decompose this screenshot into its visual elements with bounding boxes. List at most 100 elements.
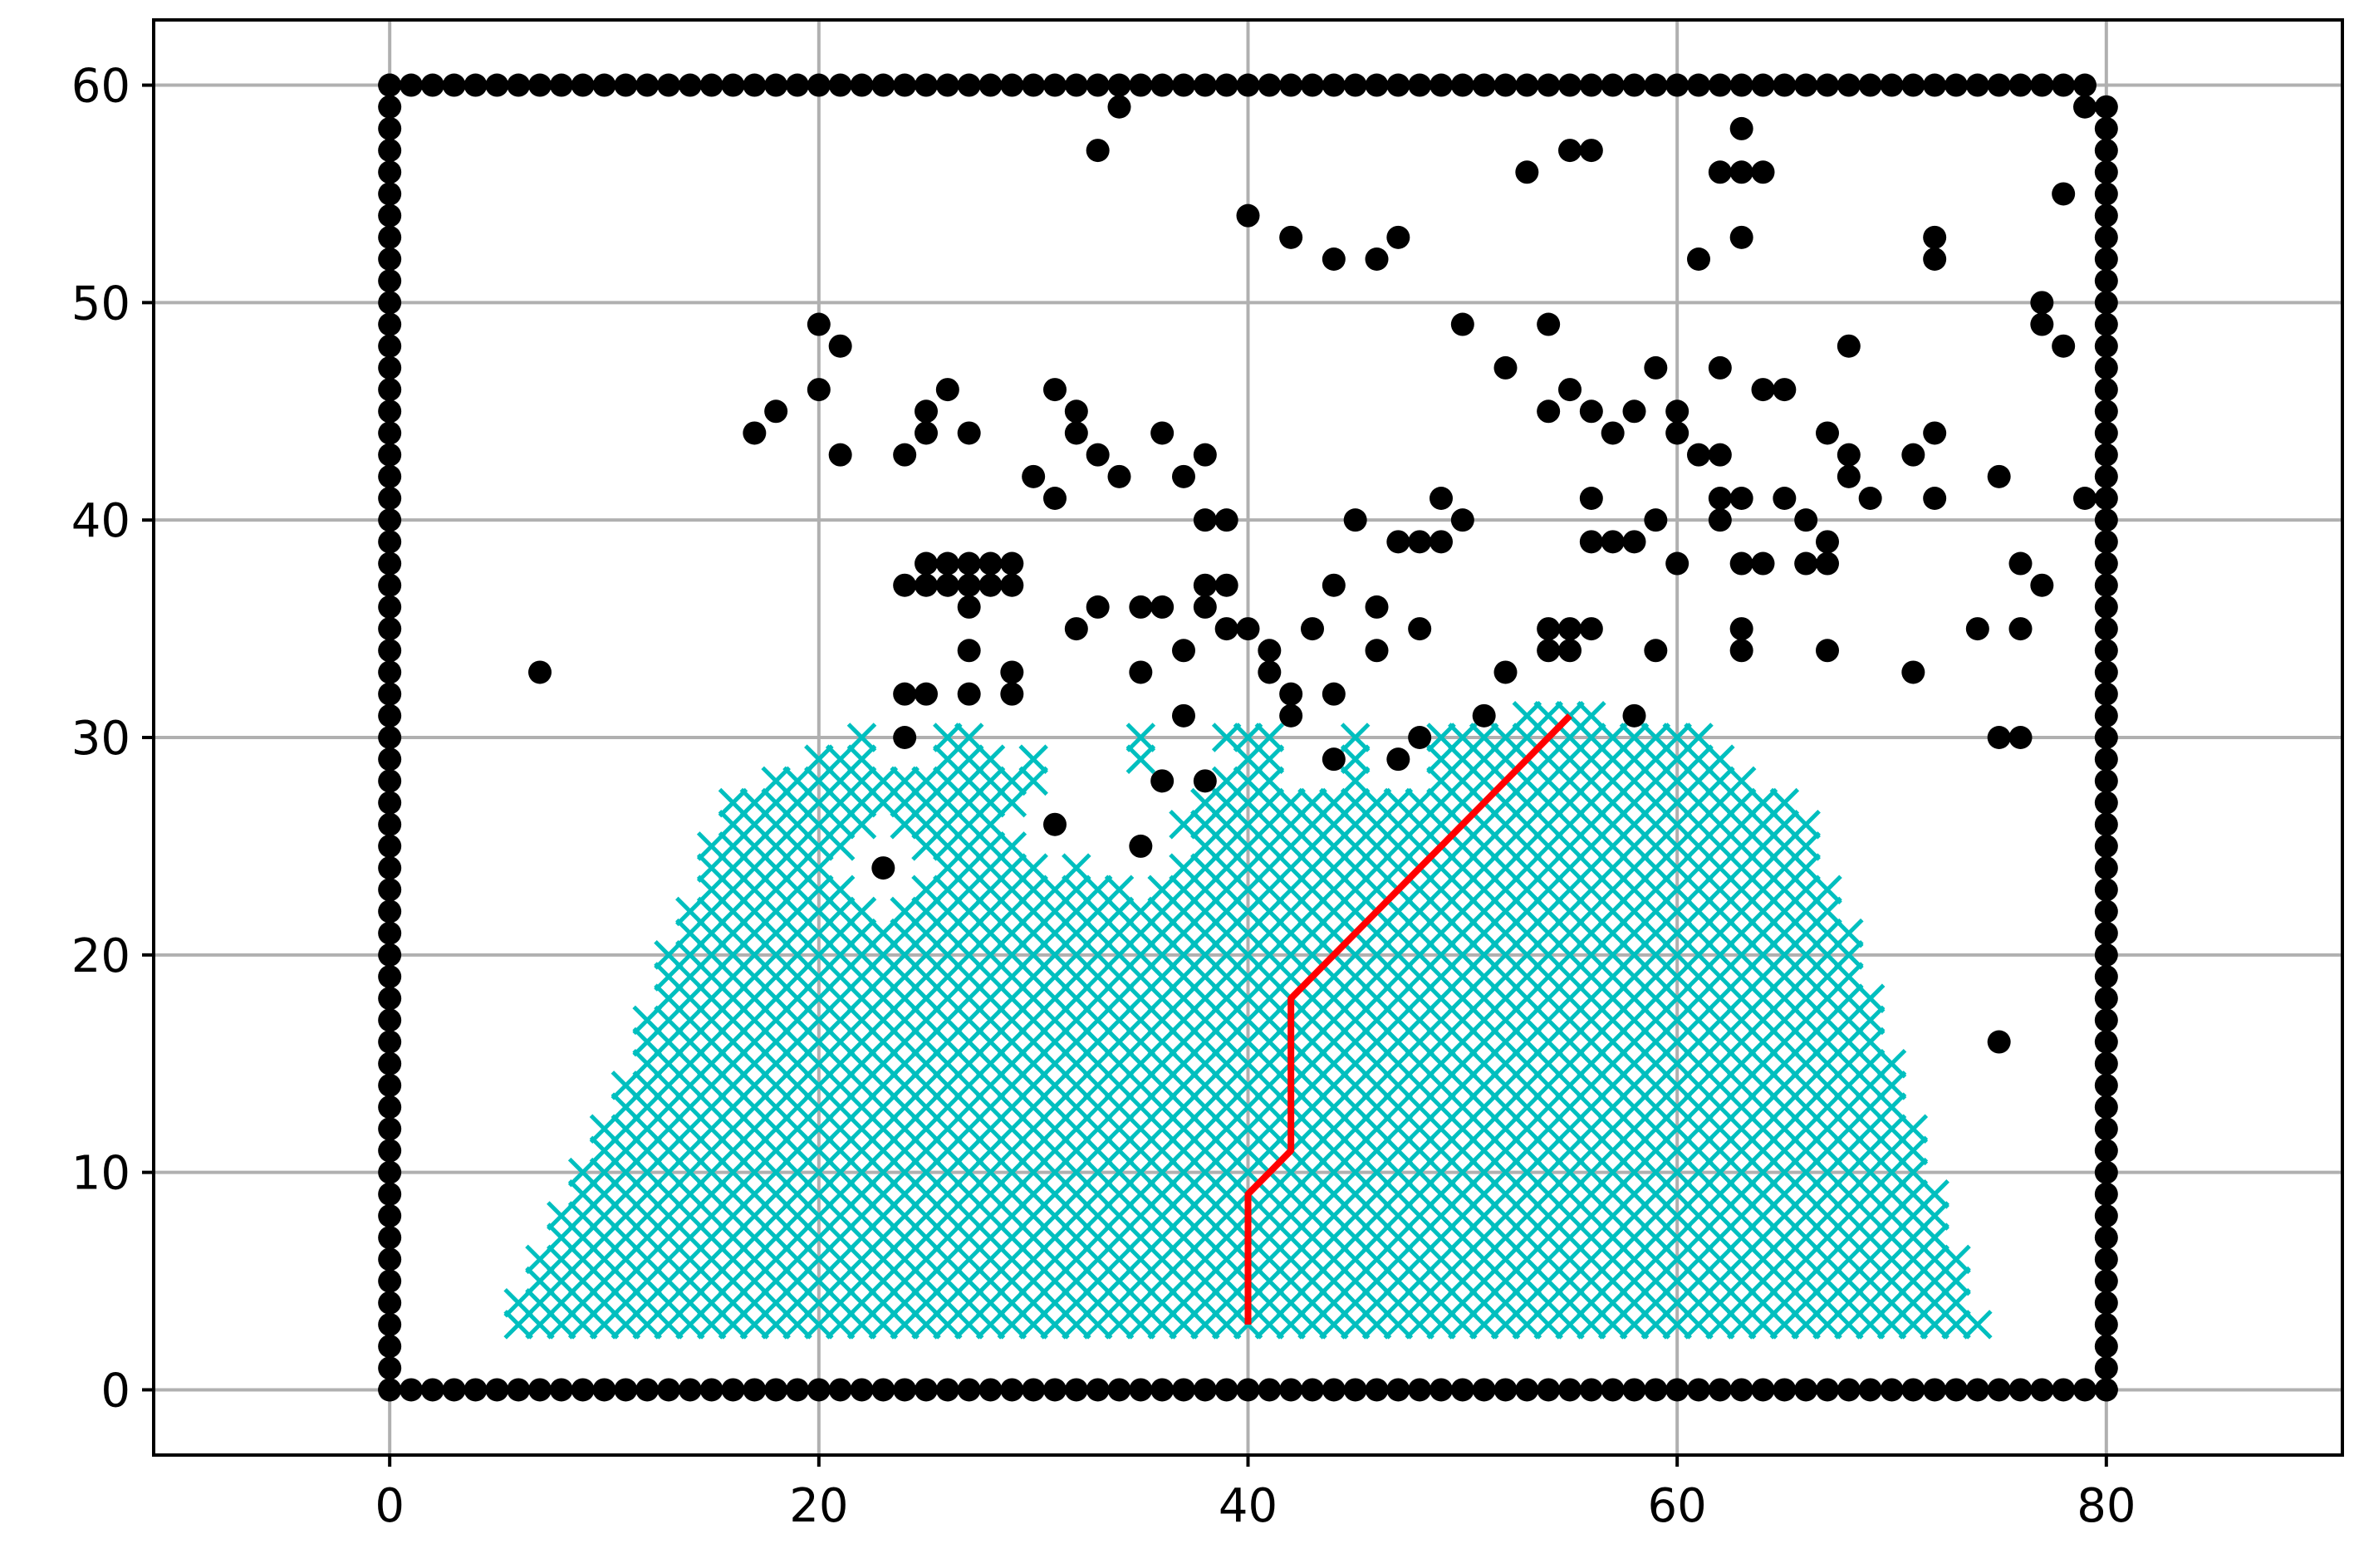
- obstacle-point: [2094, 1117, 2118, 1141]
- obstacle-point: [1279, 703, 1303, 728]
- obstacle-point: [2094, 834, 2118, 858]
- obstacle-point: [378, 464, 402, 488]
- obstacle-point: [915, 573, 938, 597]
- obstacle-point: [2094, 703, 2118, 728]
- obstacle-point: [2094, 399, 2118, 424]
- obstacle-point: [635, 1378, 660, 1402]
- obstacle-point: [2094, 1291, 2118, 1315]
- obstacle-point: [2094, 1356, 2118, 1380]
- obstacle-point: [1987, 464, 2011, 488]
- obstacle-point: [1408, 73, 1432, 97]
- obstacle-point: [1708, 73, 1732, 97]
- obstacle-point: [1537, 312, 1561, 336]
- y-tick-label: 60: [71, 60, 130, 114]
- obstacle-point: [871, 856, 895, 880]
- obstacle-point: [1644, 1378, 1668, 1402]
- obstacle-point: [378, 443, 402, 467]
- obstacle-point: [2094, 726, 2118, 749]
- obstacle-point: [678, 73, 702, 97]
- obstacle-point: [1193, 443, 1217, 467]
- obstacle-point: [935, 551, 959, 576]
- obstacle-point: [2094, 95, 2118, 119]
- obstacle-point: [1687, 247, 1710, 271]
- obstacle-point: [378, 987, 402, 1011]
- visited-marker: [804, 744, 834, 774]
- visited-marker: [761, 766, 791, 796]
- obstacle-point: [1708, 443, 1732, 467]
- obstacle-point: [828, 334, 852, 358]
- obstacle-point: [978, 1378, 1003, 1402]
- visited-marker: [1126, 744, 1156, 774]
- obstacle-point: [420, 73, 444, 97]
- obstacle-point: [807, 378, 831, 402]
- obstacle-point: [1022, 73, 1046, 97]
- obstacle-point: [828, 443, 852, 467]
- obstacle-point: [1172, 464, 1195, 488]
- obstacle-point: [378, 1226, 402, 1250]
- obstacle-point: [2094, 378, 2118, 402]
- obstacle-point: [378, 160, 402, 184]
- obstacle-point: [1665, 1378, 1689, 1402]
- obstacle-point: [1150, 1378, 1175, 1402]
- visited-marker: [933, 723, 963, 752]
- obstacle-point: [2094, 878, 2118, 902]
- obstacle-point: [378, 269, 402, 293]
- obstacle-point: [1858, 487, 1882, 510]
- obstacle-point: [2094, 791, 2118, 815]
- obstacle-point: [463, 73, 488, 97]
- obstacle-point: [2094, 551, 2118, 576]
- obstacle-point: [2094, 617, 2118, 641]
- obstacle-point: [378, 1204, 402, 1227]
- obstacle-point: [378, 203, 402, 228]
- obstacle-point: [1000, 73, 1024, 97]
- obstacle-point: [1214, 73, 1238, 97]
- obstacle-point: [378, 1182, 402, 1206]
- obstacle-point: [1665, 73, 1689, 97]
- obstacle-point: [1729, 160, 1753, 184]
- obstacle-point: [915, 682, 938, 706]
- visited-marker: [1769, 787, 1800, 818]
- obstacle-point: [1644, 639, 1668, 663]
- obstacle-point: [2094, 573, 2118, 597]
- obstacle-point: [1579, 487, 1603, 510]
- obstacle-point: [1708, 160, 1732, 184]
- obstacle-point: [1751, 73, 1775, 97]
- obstacle-point: [764, 399, 788, 424]
- obstacle-point: [2052, 334, 2076, 358]
- obstacle-point: [2094, 660, 2118, 684]
- obstacle-point: [378, 834, 402, 858]
- obstacle-point: [1386, 747, 1410, 772]
- obstacle-point: [2094, 921, 2118, 945]
- obstacle-point: [1665, 399, 1689, 424]
- obstacle-point: [871, 1378, 895, 1402]
- obstacle-point: [2052, 182, 2076, 206]
- obstacle-point: [1816, 1378, 1839, 1402]
- visited-marker: [1684, 723, 1714, 752]
- obstacle-point: [2094, 987, 2118, 1011]
- obstacle-point: [400, 1378, 423, 1402]
- obstacle-point: [1365, 1378, 1389, 1402]
- visited-marker: [1426, 723, 1456, 752]
- obstacle-point: [1214, 617, 1238, 641]
- obstacle-point: [1043, 812, 1067, 836]
- obstacle-point: [1279, 682, 1303, 706]
- obstacle-point: [1965, 1378, 1989, 1402]
- obstacle-point: [2094, 1378, 2118, 1402]
- visited-marker: [1062, 853, 1091, 883]
- obstacle-point: [828, 73, 852, 97]
- obstacle-point: [893, 573, 917, 597]
- obstacle-point: [2094, 1008, 2118, 1032]
- visited-marker: [1577, 701, 1606, 731]
- obstacle-point: [1107, 73, 1131, 97]
- obstacle-point: [1408, 1378, 1432, 1402]
- obstacle-point: [1708, 487, 1732, 510]
- x-tick-label: 40: [1219, 1479, 1278, 1533]
- obstacle-point: [1000, 551, 1024, 576]
- obstacle-point: [1622, 703, 1646, 728]
- visited-marker: [1383, 787, 1414, 818]
- obstacle-point: [2094, 203, 2118, 228]
- obstacle-point: [743, 73, 767, 97]
- obstacle-point: [1751, 1378, 1775, 1402]
- obstacle-point: [2094, 812, 2118, 836]
- obstacle-point: [2008, 726, 2033, 749]
